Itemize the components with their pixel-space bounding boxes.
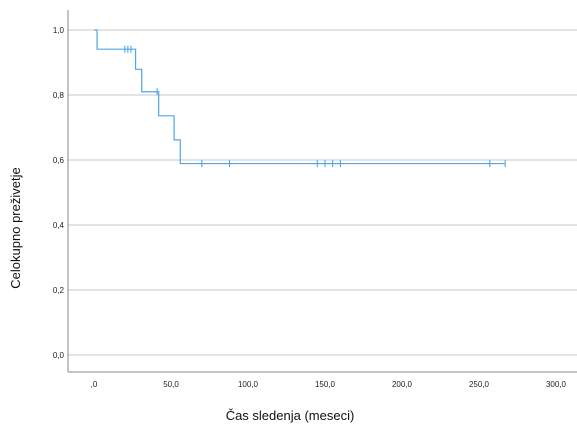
survival-series <box>94 29 506 168</box>
axes <box>67 10 577 373</box>
x-tick-label: 100,0 <box>238 380 259 389</box>
survival-step-line <box>94 29 506 165</box>
y-axis-title: Celokupno preživetje <box>8 167 23 288</box>
y-tick-label: 0,2 <box>53 286 65 295</box>
x-tick-label: 200,0 <box>392 380 413 389</box>
x-tick-label: ,0 <box>91 380 98 389</box>
x-axis-title: Čas sledenja (meseci) <box>226 408 355 423</box>
x-tick-labels: ,0 50,0 100,0 150,0 200,0 250,0 300,0 <box>91 380 567 389</box>
y-tick-label: 0,0 <box>53 351 65 360</box>
y-tick-label: 0,8 <box>53 91 65 100</box>
x-tick-label: 150,0 <box>315 380 336 389</box>
y-tick-label: 0,4 <box>53 221 65 230</box>
y-tick-label: 0,6 <box>53 156 65 165</box>
x-tick-label: 50,0 <box>163 380 179 389</box>
y-tick-label: 1,0 <box>53 26 65 35</box>
x-tick-label: 300,0 <box>546 380 567 389</box>
y-tick-labels: 0,0 0,2 0,4 0,6 0,8 1,0 <box>53 26 65 360</box>
x-tick-label: 250,0 <box>469 380 490 389</box>
grid-lines <box>68 29 577 356</box>
